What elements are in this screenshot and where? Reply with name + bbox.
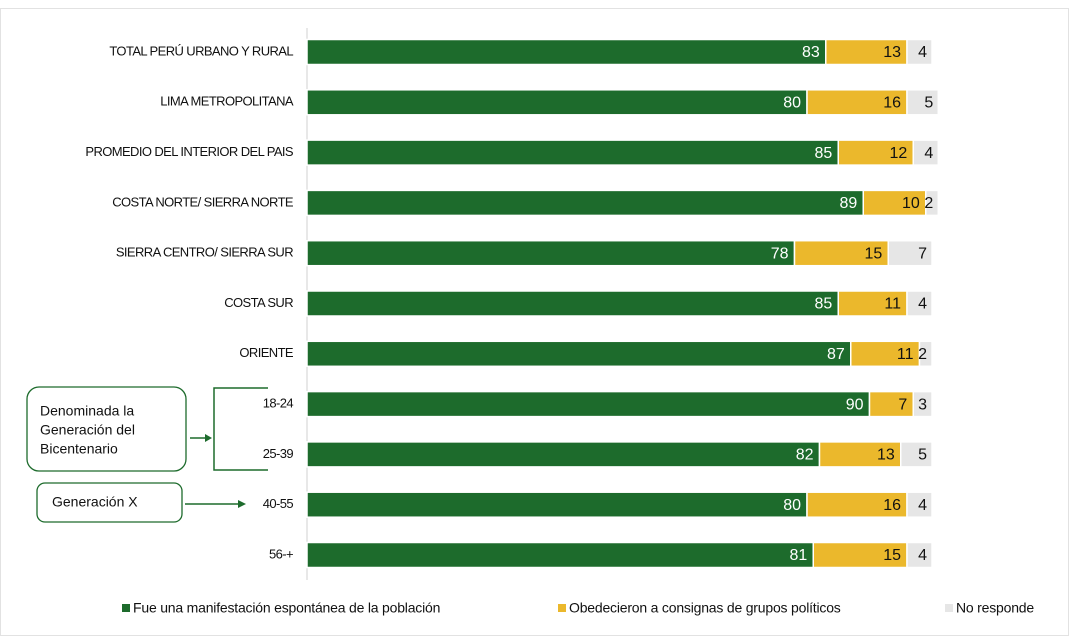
bar-segment: [837, 290, 908, 317]
value-label: 2: [924, 195, 933, 212]
value-label: 7: [918, 245, 927, 262]
category-label: PROMEDIO DEL INTERIOR DEL PAIS: [85, 144, 294, 159]
category-label: LIMA METROPOLITANA: [160, 94, 294, 109]
value-label: 15: [864, 245, 882, 262]
value-label: 82: [796, 447, 814, 464]
bar-segment: [306, 189, 864, 217]
bar-segment: [900, 441, 933, 468]
value-label: 4: [918, 497, 927, 514]
legend-label: No responde: [956, 600, 1034, 616]
bar-segment: [906, 290, 933, 317]
arrow-head: [205, 434, 212, 442]
bar-segment: [306, 38, 827, 66]
category-label: ORIENTE: [239, 345, 294, 360]
value-label: 16: [883, 95, 901, 112]
bar-segment: [906, 89, 939, 116]
bar-segment: [925, 189, 939, 217]
value-label: 10: [902, 195, 920, 212]
annotation-text: Denominada la: [40, 403, 134, 419]
value-label: 5: [918, 447, 927, 464]
value-label: 81: [789, 547, 807, 564]
value-label: 85: [814, 296, 832, 313]
bar-segment: [306, 441, 821, 468]
legend-swatch: [558, 604, 566, 612]
value-label: 12: [889, 145, 907, 162]
value-label: 13: [877, 447, 895, 464]
bar-segment: [837, 139, 914, 166]
bar-segment: [818, 441, 902, 468]
category-label: 25-39: [263, 446, 294, 461]
value-label: 13: [883, 44, 901, 61]
annotation-box: [26, 386, 187, 472]
bar-segment: [906, 491, 933, 518]
bar-segment: [306, 89, 808, 116]
value-label: 4: [918, 296, 927, 313]
value-label: 85: [814, 145, 832, 162]
category-label: 56-+: [269, 546, 293, 561]
annotation-box: [36, 482, 183, 523]
bracket: [213, 387, 268, 471]
value-label: 3: [918, 396, 927, 413]
value-label: 87: [827, 346, 845, 363]
value-label: 4: [918, 547, 927, 564]
bar-segment: [906, 38, 933, 66]
arrow-head: [238, 500, 246, 508]
value-label: 7: [898, 396, 907, 413]
bar-segment: [306, 340, 852, 368]
annotation-text: Bicentenario: [40, 441, 118, 457]
value-label: 5: [924, 95, 933, 112]
legend-label: Fue una manifestación espontánea de la p…: [133, 600, 440, 616]
value-label: 80: [783, 497, 801, 514]
category-label: 18-24: [263, 396, 294, 411]
bar-segment: [806, 89, 908, 116]
value-label: 4: [924, 145, 933, 162]
legend-label: Obedecieron a consignas de grupos políti…: [569, 600, 841, 616]
bar-segment: [306, 541, 814, 569]
bar-segment: [306, 491, 808, 518]
annotation-text: Generación X: [52, 494, 138, 510]
category-label: 40-55: [263, 496, 294, 511]
value-label: 80: [783, 95, 801, 112]
bar-segment: [887, 239, 933, 267]
bar-segment: [306, 290, 839, 317]
bar-segment: [918, 340, 933, 368]
value-label: 4: [918, 44, 927, 61]
value-label: 89: [839, 195, 857, 212]
value-label: 78: [771, 245, 789, 262]
value-label: 15: [883, 547, 901, 564]
category-label: COSTA SUR: [224, 295, 293, 310]
legend-swatch: [122, 604, 130, 612]
frame: [0, 8, 1069, 636]
value-label: 16: [883, 497, 901, 514]
category-label: SIERRA CENTRO/ SIERRA SUR: [116, 245, 293, 260]
value-label: 83: [802, 44, 820, 61]
category-label: TOTAL PERÚ URBANO Y RURAL: [109, 43, 293, 58]
legend-swatch: [945, 604, 953, 612]
value-label: 11: [884, 296, 901, 313]
bar-segment: [912, 390, 933, 418]
value-label: 11: [897, 346, 914, 363]
bar-segment: [868, 390, 914, 418]
annotation-text: Generación del: [40, 422, 135, 438]
category-label: COSTA NORTE/ SIERRA NORTE: [112, 194, 294, 209]
bar-segment: [306, 390, 871, 418]
bar-segment: [812, 541, 908, 569]
bar-segment: [306, 139, 839, 166]
value-label: 2: [918, 346, 927, 363]
bar-segment: [306, 239, 796, 267]
bar-segment: [906, 541, 933, 569]
bar-segment: [912, 139, 939, 166]
value-label: 90: [846, 396, 864, 413]
